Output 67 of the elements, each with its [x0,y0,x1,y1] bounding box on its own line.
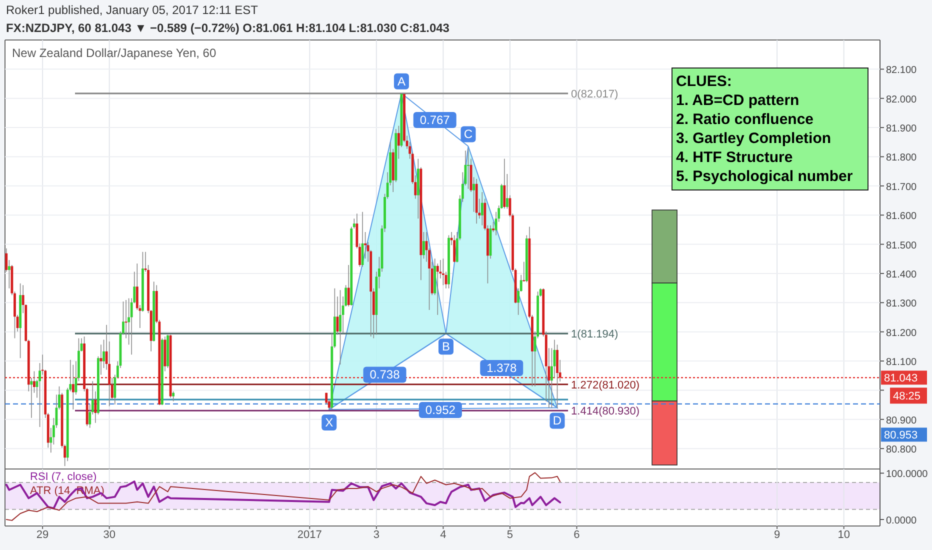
y-tick-label: 82.000 [886,94,918,106]
y-tick-label: 80.800 [886,444,918,456]
text: Roker1 published, January 05, 2017 12:11 EST [6,3,259,17]
chart-subtitle: FX:NZDJPY, 60 81.043 ▼ −0.589 (−0.72%) O:81.061 H:81.104 L:81.030 C:81.043 [6,21,450,35]
x-tick-label: 10 [838,529,850,541]
candlestick [492,221,494,232]
annotation: 0.952 [425,403,456,418]
ref-line-label: 81.043 [884,372,918,385]
annotation: A [397,74,406,88]
ref-line-label: 1(81.194) [571,328,618,341]
candlestick [347,264,350,307]
candlestick [506,174,508,210]
y-tick-label: 82.100 [886,65,918,76]
annotation: X [325,415,334,430]
y-tick-label: 80.900 [886,415,918,426]
series-label: RSI (7, close) [30,471,97,483]
text: 48:25 [893,390,921,403]
y-tick-label: 81.200 [886,328,918,339]
y-tick-label: 81.600 [886,211,918,222]
candlestick [522,261,526,282]
candlestick [467,148,470,190]
candlestick [472,176,475,212]
candlestick [30,378,33,418]
y-tick-label: 81.900 [886,124,918,135]
candlestick [436,263,439,316]
candlestick [422,232,425,259]
candlestick [442,258,444,286]
y-tick-label: 81.500 [886,240,918,252]
line-series [5,480,562,510]
annotation: D [552,414,562,428]
candlestick [480,192,484,226]
x-tick-label: 6 [574,529,580,541]
x-tick-label: 2017 [297,529,322,541]
y-tick-label: 81.100 [886,357,918,368]
annotation: CLUES: 1. AB=CD pattern 2. Ratio confluence 3. Gartley Completion 4. HTF Structure 5. Psychological number [676,73,853,185]
x-tick-label: 29 [36,529,49,541]
candlestick [172,390,175,402]
y-tick-label: 100.0000 [886,469,928,480]
y-tick-label: 81.700 [886,182,918,193]
annotation: C [464,127,473,142]
x-tick-label: 9 [774,529,780,541]
candlestick [8,260,10,289]
candlestick [72,364,74,410]
annotation: 0.767 [420,112,450,127]
candlestick [503,158,506,210]
annotation: B [442,340,450,354]
x-tick-label: 4 [440,529,446,541]
ref-line-label: 1.414(80.930) [571,406,640,418]
y-tick-label: 81.800 [886,152,918,164]
candlestick [453,234,456,263]
ref-line-label: 0(82.017) [571,88,618,100]
y-tick-label: 0.0000 [886,516,918,527]
x-tick-label: 3 [373,529,380,541]
y-tick-label: 81.400 [886,269,918,280]
ref-line-label: 1.272(81.020) [571,379,640,392]
candlestick [100,344,102,376]
candlestick [397,125,400,160]
annotation: 0.738 [370,368,400,382]
ref-line-label: 80.953 [884,430,918,442]
y-tick-label: 81.300 [886,298,918,310]
candlestick [339,290,342,365]
annotation: 1.378 [486,361,517,376]
candlestick [352,218,356,229]
x-tick-label: 30 [103,529,116,541]
x-tick-label: 5 [506,529,514,541]
text: New Zealand Dollar/Japanese Yen, 60 [12,46,216,60]
line-series [6,472,561,521]
